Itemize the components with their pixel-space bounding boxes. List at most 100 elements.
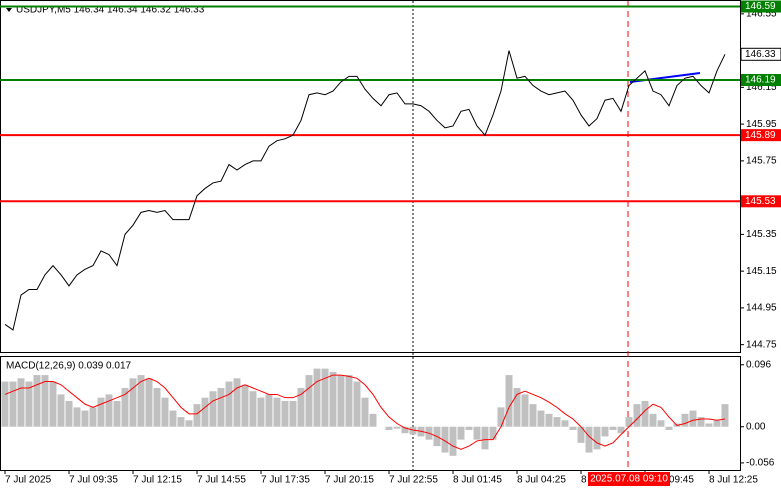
histogram-bar	[193, 404, 201, 427]
histogram-bar	[289, 400, 297, 427]
histogram-bar	[505, 375, 513, 427]
histogram-bar	[113, 400, 121, 427]
histogram-bar	[121, 387, 129, 427]
histogram-bar	[225, 381, 233, 427]
histogram-bar	[705, 423, 713, 427]
histogram-bar	[577, 426, 585, 443]
chart-title: USDJPY,M5 146.34 146.34 146.32 146.33	[16, 5, 205, 16]
histogram-bar	[617, 426, 625, 434]
x-tick-label: 7 Jul 20:15	[325, 475, 374, 486]
x-tick-label: 8 Jul 04:25	[517, 475, 566, 486]
histogram-bar	[569, 426, 577, 430]
histogram-bar	[609, 426, 617, 430]
y-tick-label: 144.95	[746, 303, 777, 314]
histogram-bar	[305, 375, 313, 427]
histogram-bar	[185, 420, 193, 427]
menu-arrow	[6, 8, 12, 12]
histogram-bar	[145, 378, 153, 427]
signal-line	[4, 374, 726, 450]
histogram-bar	[641, 400, 649, 427]
histogram-bar	[369, 413, 377, 427]
histogram-bar	[601, 426, 609, 437]
histogram-bar	[41, 375, 49, 427]
y-tick-label: 0.00	[746, 421, 766, 432]
x-tick-label: 7 Jul 12:15	[133, 475, 182, 486]
y-tick-label: 145.75	[746, 156, 777, 167]
last-price-box	[740, 47, 781, 61]
x-tick-label: 7 Jul 17:35	[261, 475, 310, 486]
histogram-bar	[329, 371, 337, 427]
y-tick-label: 146.15	[746, 82, 777, 93]
histogram-bar	[169, 410, 177, 427]
histogram-bar	[217, 387, 225, 427]
x-tick-label: 7 Jul 09:35	[69, 475, 118, 486]
histogram-bar	[529, 404, 537, 427]
histogram-bar	[313, 368, 321, 427]
y-tick-label: 146.55	[746, 9, 777, 20]
level-label: 145.53	[745, 196, 776, 207]
level-box	[741, 0, 781, 13]
level-box	[741, 74, 781, 87]
macd-title: MACD(12,26,9) 0.039 0.017	[6, 361, 132, 372]
histogram-bar	[625, 417, 633, 427]
histogram-bar	[65, 400, 73, 427]
level-label: 146.19	[745, 75, 776, 86]
histogram-bar	[81, 410, 89, 427]
histogram-bar	[97, 397, 105, 427]
histogram-bar	[353, 381, 361, 427]
histogram-bar	[465, 426, 473, 430]
histogram-bar	[17, 378, 25, 427]
histogram-bar	[257, 397, 265, 427]
histogram-bar	[481, 426, 489, 450]
histogram-bar	[721, 404, 729, 427]
histogram-bar	[385, 426, 393, 430]
histogram-bar	[689, 410, 697, 427]
histogram-bar	[633, 404, 641, 427]
histogram-bar	[681, 413, 689, 427]
histogram-bar	[593, 426, 601, 450]
histogram-bar	[233, 378, 241, 427]
histogram-bar	[129, 378, 137, 427]
y-tick-label: 144.75	[746, 339, 777, 350]
histogram-bar	[209, 391, 217, 427]
histogram-bar	[513, 387, 521, 427]
histogram-bar	[273, 397, 281, 427]
histogram-bar	[665, 426, 673, 430]
histogram-bar	[409, 426, 417, 435]
histogram-bar	[657, 420, 665, 427]
macd-panel	[0, 356, 741, 471]
histogram-bar	[337, 375, 345, 427]
x-tick-label: 8 Jul 01:45	[453, 475, 502, 486]
histogram-bar	[281, 400, 289, 427]
price-line	[4, 50, 726, 331]
histogram-bar	[9, 381, 17, 427]
y-tick-label: 0.096	[746, 359, 771, 370]
histogram-bar	[25, 381, 33, 427]
histogram-bar	[561, 420, 569, 427]
histogram-bar	[361, 397, 369, 427]
level-box	[741, 129, 781, 142]
histogram-bar	[553, 417, 561, 427]
histogram-bar	[473, 426, 481, 440]
y-tick-label: 145.15	[746, 266, 777, 277]
histogram-bar	[1, 381, 9, 427]
histogram-bar	[585, 426, 593, 453]
histogram-bar	[73, 407, 81, 427]
histogram-bar	[713, 420, 721, 427]
crosshair-box	[588, 472, 670, 486]
histogram-bar	[441, 426, 449, 453]
last-price-label: 146.33	[745, 49, 776, 60]
histogram-bar	[545, 413, 553, 427]
histogram-bar	[497, 407, 505, 427]
histogram-bar	[137, 375, 145, 427]
histogram-bar	[537, 410, 545, 427]
histogram-bar	[249, 391, 257, 427]
histogram-bar	[33, 375, 41, 427]
histogram-bar	[449, 426, 457, 456]
histogram-bar	[649, 413, 657, 427]
level-box	[741, 195, 781, 208]
histogram-bar	[457, 426, 465, 440]
histogram-bar	[697, 417, 705, 427]
